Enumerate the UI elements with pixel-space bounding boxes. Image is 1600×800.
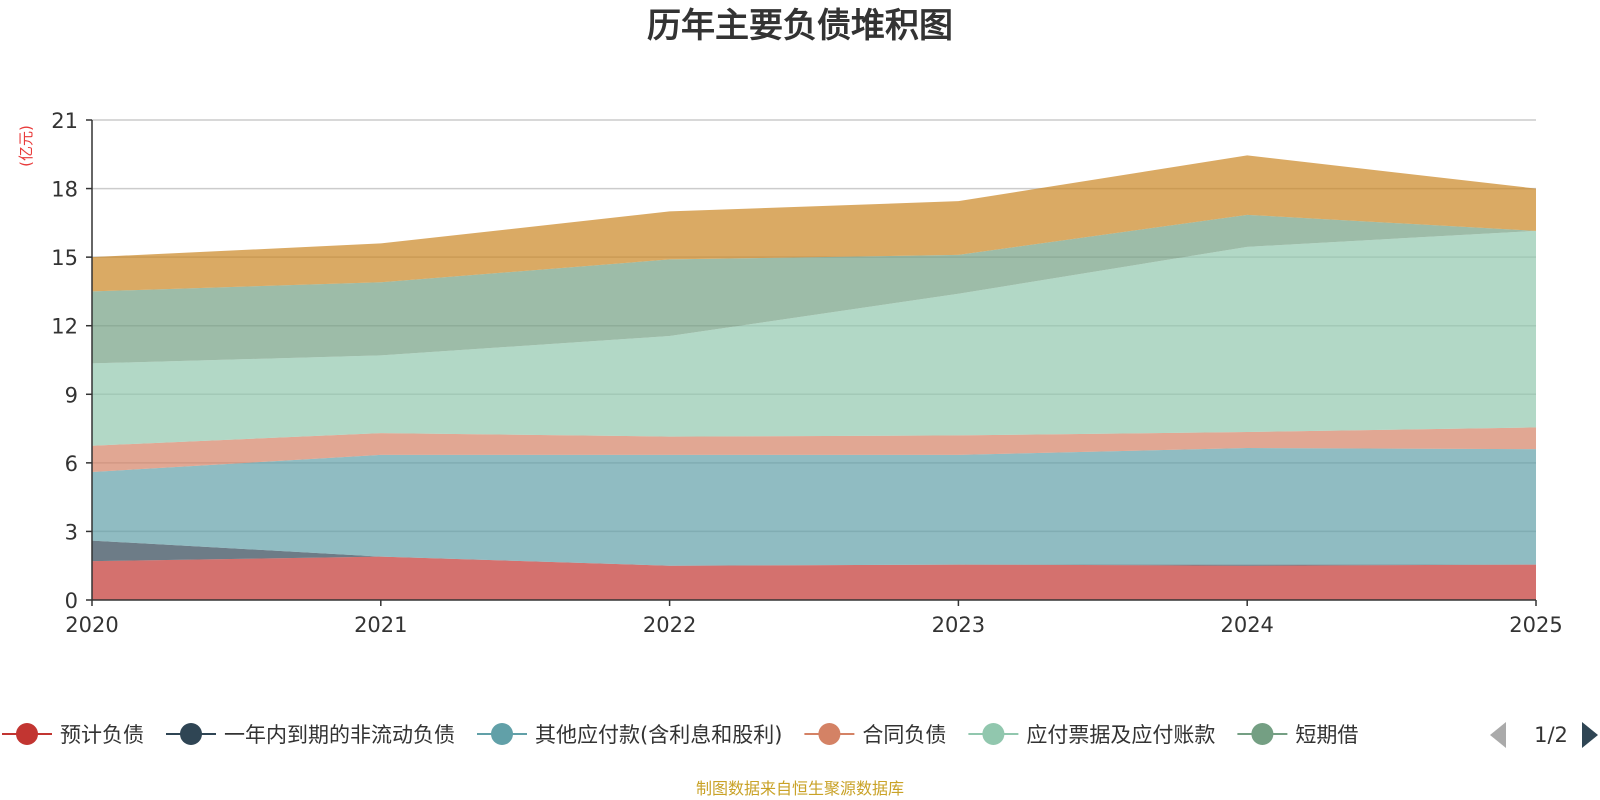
area-series (92, 155, 1536, 600)
x-tick-label: 2020 (65, 613, 118, 637)
legend-items: 预计负债 一年内到期的非流动负债 其他应付款(含利息和股利) 合同负债 应付票据及应付账… (2, 723, 1358, 747)
legend-label: 一年内到期的非流动负债 (224, 723, 455, 747)
area-series-3[interactable] (92, 448, 1536, 566)
y-tick-label: 21 (51, 109, 78, 133)
x-tick-label: 2025 (1509, 613, 1562, 637)
legend-item[interactable]: 应付票据及应付账款 (968, 723, 1215, 747)
legend-marker (1251, 723, 1274, 745)
legend-label: 预计负债 (60, 723, 144, 747)
legend-label: 应付票据及应付账款 (1026, 723, 1215, 747)
y-tick-label: 15 (51, 246, 78, 270)
legend-item[interactable]: 预计负债 (2, 723, 144, 747)
x-tick-label: 2023 (932, 613, 985, 637)
axes: 0 3 6 9 12 15 18 21 2020 2021 2022 2023 2024 2025 (51, 109, 1562, 637)
data-source-note: 制图数据来自恒生聚源数据库 (696, 779, 904, 798)
legend-marker (818, 723, 841, 745)
y-tick-label: 3 (65, 520, 78, 544)
legend-item[interactable]: 一年内到期的非流动负债 (166, 723, 455, 747)
y-tick-label: 6 (65, 452, 78, 476)
area-series-4[interactable] (92, 427, 1536, 472)
legend-item[interactable]: 其他应付款(含利息和股利) (477, 723, 782, 747)
y-tick-label: 0 (65, 589, 78, 613)
legend-label: 其他应付款(含利息和股利) (535, 723, 782, 747)
x-tick-label: 2021 (354, 613, 407, 637)
legend-next-page-icon[interactable] (1582, 722, 1598, 748)
x-tick-label: 2024 (1220, 613, 1273, 637)
legend-prev-page-icon[interactable] (1490, 722, 1506, 748)
area-series-5[interactable] (92, 230, 1536, 446)
legend-page-indicator: 1/2 (1534, 723, 1568, 747)
x-tick-label: 2022 (643, 613, 696, 637)
legend-marker (491, 723, 513, 745)
legend-marker (180, 723, 202, 745)
legend-marker (16, 723, 38, 745)
y-tick-label: 18 (51, 178, 78, 202)
y-tick-label: 12 (51, 315, 78, 339)
legend: 预计负债 一年内到期的非流动负债 其他应付款(含利息和股利) 合同负债 应付票据及应付账… (2, 722, 1598, 748)
y-axis-unit-label: (亿元) (17, 125, 35, 167)
legend-item[interactable]: 短期借 (1237, 723, 1358, 747)
y-tick-label: 9 (65, 383, 78, 407)
legend-marker (982, 723, 1005, 745)
legend-label: 合同负债 (862, 723, 946, 747)
area-series-7[interactable] (92, 155, 1536, 292)
area-series-1[interactable] (92, 556, 1536, 600)
area-series-6[interactable] (92, 214, 1536, 364)
legend-item[interactable]: 合同负债 (804, 723, 946, 747)
chart-title: 历年主要负债堆积图 (647, 6, 953, 46)
legend-label: 短期借 (1295, 723, 1358, 747)
